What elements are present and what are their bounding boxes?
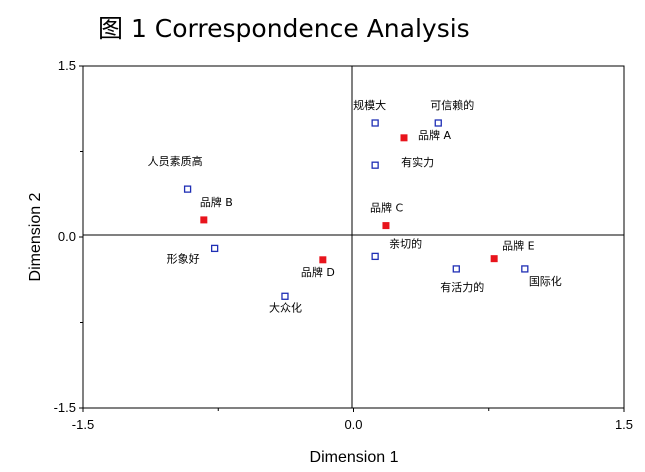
brand-point xyxy=(319,256,327,264)
attribute-point xyxy=(371,252,379,261)
attribute-point xyxy=(281,292,289,300)
brand-point-label: 品牌 C xyxy=(370,201,403,215)
attribute-point-label: 亲切的 xyxy=(389,236,422,250)
y-axis-label: Dimension 2 xyxy=(27,192,44,281)
x-tick-label: 0.0 xyxy=(344,417,362,432)
x-tick-label: -1.5 xyxy=(72,417,94,432)
attribute-point xyxy=(434,119,442,127)
attribute-point-label: 形象好 xyxy=(167,251,200,265)
brand-point-label: 品牌 B xyxy=(200,195,233,209)
x-tick-label: 1.5 xyxy=(615,417,633,432)
attribute-point xyxy=(371,119,379,127)
attribute-point xyxy=(521,265,529,273)
attribute-point xyxy=(210,244,219,253)
x-axis-label: Dimension 1 xyxy=(310,449,399,466)
brand-point-label: 品牌 E xyxy=(502,239,534,253)
brand-point xyxy=(490,255,498,263)
brand-point-label: 品牌 A xyxy=(418,128,451,142)
attribute-point-label: 有实力 xyxy=(401,155,434,169)
brand-point xyxy=(400,134,408,142)
attribute-point-label: 有活力的 xyxy=(440,280,484,294)
chart-title: 图 1 Correspondence Analysis xyxy=(98,14,470,43)
attribute-point-label: 大众化 xyxy=(269,300,302,314)
plot-frame xyxy=(82,65,625,409)
attribute-point xyxy=(371,161,379,169)
attribute-point xyxy=(183,185,192,193)
brand-point xyxy=(382,222,390,230)
axis-ticks: -1.5 0.0 1.5 1.5 0.0 -1.5 xyxy=(54,58,633,432)
attribute-point xyxy=(452,265,460,273)
attribute-point-label: 国际化 xyxy=(529,274,562,288)
brand-point-label: 品牌 D xyxy=(301,265,335,279)
brand-point xyxy=(200,216,208,224)
y-tick-label: 0.0 xyxy=(58,229,76,244)
y-tick-label: -1.5 xyxy=(54,400,76,415)
attribute-point-label: 人员素质高 xyxy=(148,154,203,168)
attribute-point-label: 规模大 xyxy=(353,98,386,112)
attribute-point-label: 可信赖的 xyxy=(430,98,474,112)
y-tick-label: 1.5 xyxy=(58,58,76,73)
